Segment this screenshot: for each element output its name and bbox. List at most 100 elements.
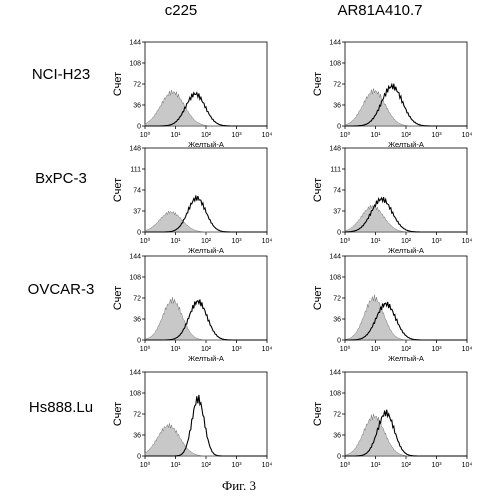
- y-tick-label: 144: [129, 370, 141, 377]
- y-tick-label: 0: [337, 454, 341, 461]
- x-tick-label: 10¹: [170, 346, 181, 353]
- y-axis-label: Счет: [312, 402, 324, 426]
- x-tick-label: 10²: [401, 132, 412, 139]
- y-tick-label: 72: [333, 82, 341, 89]
- figure-caption: Фиг. 3: [0, 478, 478, 494]
- x-tick-label: 10²: [201, 346, 212, 353]
- y-tick-label: 0: [337, 124, 341, 131]
- y-tick-label: 0: [337, 230, 341, 237]
- y-tick-label: 144: [329, 40, 341, 47]
- y-tick-label: 0: [137, 230, 141, 237]
- x-tick-label: 10⁴: [462, 462, 473, 469]
- y-tick-label: 36: [333, 433, 341, 440]
- y-tick-label: 74: [133, 188, 141, 195]
- x-tick-label: 10⁰: [340, 461, 351, 469]
- y-axis-label: Счет: [312, 178, 324, 202]
- x-tick-label: 10³: [431, 462, 442, 469]
- histogram-panel: 0367210814410⁰10¹10²10³10⁴Желтый-АСчет: [312, 40, 472, 150]
- y-tick-label: 36: [133, 103, 141, 110]
- x-tick-label: 10⁰: [140, 461, 151, 469]
- x-tick-label: 10⁴: [462, 238, 473, 245]
- y-tick-label: 36: [333, 103, 341, 110]
- histogram-panel: 0367210814410⁰10¹10²10³10⁴Желтый-АСчет: [312, 370, 472, 471]
- x-tick-label: 10¹: [170, 238, 181, 245]
- x-tick-label: 10²: [201, 238, 212, 245]
- y-tick-label: 108: [129, 275, 141, 282]
- x-tick-label: 10¹: [370, 132, 381, 139]
- y-tick-label: 37: [133, 209, 141, 216]
- x-axis-label: Желтый-А: [188, 246, 224, 255]
- y-axis-label: Счет: [112, 72, 124, 96]
- y-tick-label: 72: [333, 296, 341, 303]
- x-tick-label: 10⁴: [462, 132, 473, 139]
- x-tick-label: 10³: [231, 346, 242, 353]
- histogram-panel: 0 37 74 111 148 10⁰ 10¹ 10² 10³ 10⁴ Желтый-А Счет: [112, 146, 272, 256]
- x-tick-label: 10¹: [370, 346, 381, 353]
- histogram-grid: 0 36 72 108 144 10⁰ 10¹ 10² 10³ 10⁴ Желтый-А Счет 0 3…: [0, 0, 478, 470]
- y-axis-label: Счет: [312, 286, 324, 310]
- y-tick-label: 72: [333, 412, 341, 419]
- x-tick-label: 10¹: [370, 238, 381, 245]
- y-tick-label: 108: [329, 61, 341, 68]
- x-tick-label: 10⁰: [140, 237, 151, 245]
- y-tick-label: 0: [337, 338, 341, 345]
- x-axis-label: Желтый-А: [388, 246, 424, 255]
- y-tick-label: 36: [133, 433, 141, 440]
- x-tick-label: 10³: [431, 238, 442, 245]
- y-tick-label: 72: [133, 412, 141, 419]
- y-tick-label: 111: [330, 167, 341, 174]
- y-tick-label: 72: [133, 82, 141, 89]
- y-axis-label: Счет: [112, 178, 124, 202]
- x-tick-label: 10⁴: [262, 238, 273, 245]
- y-tick-label: 108: [129, 61, 141, 68]
- x-tick-label: 10⁰: [340, 131, 351, 139]
- histogram-panel: 0367210814410⁰10¹10²10³10⁴Желтый-АСчет: [112, 254, 272, 364]
- histogram-panel: 0367210814410⁰10¹10²10³10⁴Желтый-АСчет: [112, 370, 272, 471]
- y-tick-label: 36: [333, 317, 341, 324]
- y-tick-label: 148: [329, 146, 341, 153]
- y-tick-label: 0: [137, 454, 141, 461]
- x-tick-label: 10¹: [370, 462, 381, 469]
- histogram-panel: 0 36 72 108 144 10⁰ 10¹ 10² 10³ 10⁴ Желтый-А Счет: [312, 254, 472, 364]
- x-tick-label: 10³: [431, 132, 442, 139]
- x-tick-label: 10³: [431, 346, 442, 353]
- histogram-panel: 0 37 74 111 148 10⁰ 10¹ 10² 10³ 10⁴ Желтый-А Счет: [312, 146, 472, 256]
- x-tick-label: 10¹: [170, 132, 181, 139]
- x-tick-label: 10⁰: [140, 131, 151, 139]
- y-tick-label: 37: [333, 209, 341, 216]
- x-axis-label: Желтый-А: [188, 354, 224, 363]
- x-tick-label: 10⁰: [340, 237, 351, 245]
- y-tick-label: 108: [329, 275, 341, 282]
- x-tick-label: 10⁴: [462, 346, 473, 353]
- y-axis-label: Счет: [112, 286, 124, 310]
- y-tick-label: 144: [129, 40, 141, 47]
- x-tick-label: 10⁰: [340, 345, 351, 353]
- y-tick-label: 111: [130, 167, 141, 174]
- y-tick-label: 144: [329, 254, 341, 261]
- y-tick-label: 148: [129, 146, 141, 153]
- x-tick-label: 10⁰: [140, 345, 151, 353]
- x-tick-label: 10²: [401, 462, 412, 469]
- y-tick-label: 144: [329, 370, 341, 377]
- y-tick-label: 108: [329, 391, 341, 398]
- x-tick-label: 10³: [231, 238, 242, 245]
- x-tick-label: 10²: [201, 132, 212, 139]
- x-tick-label: 10¹: [170, 462, 181, 469]
- y-axis-label: Счет: [312, 72, 324, 96]
- x-tick-label: 10²: [401, 238, 412, 245]
- x-tick-label: 10⁴: [262, 132, 273, 139]
- y-tick-label: 0: [137, 124, 141, 131]
- y-tick-label: 144: [129, 254, 141, 261]
- x-tick-label: 10²: [201, 462, 212, 469]
- histogram-panel: 0367210814410⁰10¹10²10³10⁴Желтый-АСчет: [112, 40, 272, 150]
- x-axis-label: Желтый-А: [388, 354, 424, 363]
- x-tick-label: 10⁴: [262, 346, 273, 353]
- y-tick-label: 108: [129, 391, 141, 398]
- x-tick-label: 10²: [401, 346, 412, 353]
- y-tick-label: 74: [333, 188, 341, 195]
- y-tick-label: 36: [133, 317, 141, 324]
- y-tick-label: 72: [133, 296, 141, 303]
- x-tick-label: 10⁴: [262, 462, 273, 469]
- x-tick-label: 10³: [231, 132, 242, 139]
